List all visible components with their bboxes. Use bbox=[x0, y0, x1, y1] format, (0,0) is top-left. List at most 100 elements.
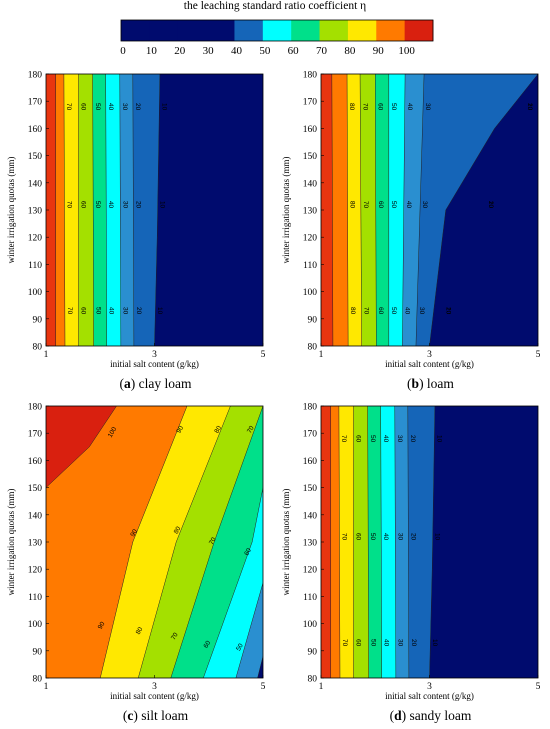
contour-label: 90 bbox=[175, 425, 185, 435]
contour-label: 40 bbox=[405, 201, 412, 209]
contour-label: 40 bbox=[382, 435, 389, 443]
contour-label: 20 bbox=[526, 103, 533, 111]
contour-label: 70 bbox=[340, 533, 347, 541]
contour-label: 70 bbox=[361, 103, 368, 111]
y-tick-label: 90 bbox=[33, 647, 43, 657]
panel-caption: (a) clay loam bbox=[120, 376, 192, 391]
contour-label: 10 bbox=[158, 201, 165, 209]
contour-label: 70 bbox=[65, 201, 72, 209]
contour-label: 40 bbox=[382, 533, 389, 541]
contour-label: 40 bbox=[107, 103, 114, 111]
colorbar-tick-label: 60 bbox=[288, 45, 300, 57]
contour-label: 50 bbox=[370, 639, 377, 647]
colorbar-title: the leaching standard ratio coefficient … bbox=[183, 0, 367, 12]
x-tick-label: 1 bbox=[44, 350, 49, 360]
x-tick-label: 3 bbox=[427, 350, 432, 360]
y-tick-label: 180 bbox=[28, 71, 43, 81]
contour-label: 50 bbox=[390, 307, 397, 315]
contour-line bbox=[338, 406, 341, 678]
contour-line bbox=[132, 74, 135, 346]
colorbar-tick-label: 30 bbox=[203, 45, 215, 57]
y-tick-label: 110 bbox=[28, 261, 42, 271]
contour-label: 30 bbox=[121, 103, 128, 111]
x-tick-label: 5 bbox=[536, 682, 541, 692]
contour-line bbox=[402, 74, 406, 346]
contour-label: 10 bbox=[160, 103, 167, 111]
y-tick-label: 80 bbox=[308, 343, 318, 353]
colorbar-swatch bbox=[121, 20, 150, 41]
contour-line bbox=[119, 74, 122, 346]
y-tick-label: 100 bbox=[28, 620, 43, 630]
contour-label: 40 bbox=[107, 201, 114, 209]
x-tick-label: 1 bbox=[319, 350, 324, 360]
panel-silt-loam: 100 90 80 70 90 80 70 60 90 80 70 60 50 80 90 100 110 120… bbox=[0, 398, 275, 728]
contour-region bbox=[321, 74, 333, 346]
contour-label: 10 bbox=[435, 435, 442, 443]
contour-label: 40 bbox=[404, 307, 411, 315]
contour-label: 60 bbox=[377, 307, 384, 315]
x-tick-label: 1 bbox=[44, 682, 49, 692]
contour-label: 30 bbox=[396, 533, 403, 541]
contour-region bbox=[46, 74, 56, 346]
contour-label: 70 bbox=[362, 307, 369, 315]
colorbar-swatch bbox=[206, 20, 235, 41]
y-tick-label: 90 bbox=[308, 315, 318, 325]
contour-label: 80 bbox=[173, 525, 183, 535]
contour-plot: 70 60 50 40 30 20 10 70 60 50 40 30 20 10 70 60 50 40 30 20… bbox=[281, 403, 541, 724]
x-axis-label: initial salt content (g/kg) bbox=[110, 359, 199, 369]
panel-caption: (d) sandy loam bbox=[390, 708, 472, 723]
contour-label: 40 bbox=[406, 103, 413, 111]
y-tick-label: 80 bbox=[308, 675, 318, 685]
y-tick-label: 80 bbox=[33, 675, 43, 685]
contour-line bbox=[46, 406, 117, 488]
contour-line bbox=[394, 406, 397, 678]
x-axis-label: initial salt content (g/kg) bbox=[385, 691, 474, 701]
x-tick-label: 5 bbox=[261, 350, 266, 360]
y-tick-label: 100 bbox=[303, 620, 318, 630]
y-tick-label: 180 bbox=[303, 403, 318, 413]
x-axis-label: initial salt content (g/kg) bbox=[385, 359, 474, 369]
contour-label: 50 bbox=[369, 533, 376, 541]
contour-line bbox=[331, 74, 334, 346]
contour-label: 30 bbox=[397, 639, 404, 647]
panel-loam: 80 70 60 50 40 30 20 10 80 70 60 50 40 30 20 10 80 70 60 50… bbox=[275, 66, 550, 396]
y-tick-label: 130 bbox=[303, 207, 318, 217]
contour-label: 80 bbox=[349, 201, 356, 209]
colorbar-tick-label: 0 bbox=[120, 45, 126, 57]
contour-label: 80 bbox=[348, 103, 355, 111]
contour-label: 50 bbox=[235, 642, 245, 652]
x-axis-label: initial salt content (g/kg) bbox=[110, 691, 199, 701]
contour-line bbox=[415, 74, 425, 346]
contour-label: 60 bbox=[80, 307, 87, 315]
panel-caption: (c) silt loam bbox=[123, 708, 189, 723]
contour-label: 20 bbox=[134, 103, 141, 111]
contour-line bbox=[235, 582, 263, 678]
contour-line bbox=[367, 406, 369, 678]
colorbar-tick-label: 80 bbox=[344, 45, 356, 57]
colorbar-tick-label: 100 bbox=[398, 45, 415, 57]
y-axis-label: winter irrigation quotas (mm) bbox=[281, 157, 291, 264]
y-tick-label: 120 bbox=[303, 566, 318, 576]
colorbar-tick-label: 50 bbox=[259, 45, 271, 57]
contour-label: 50 bbox=[369, 435, 376, 443]
y-tick-label: 170 bbox=[28, 98, 43, 108]
y-tick-label: 130 bbox=[28, 539, 43, 549]
contour-label: 20 bbox=[445, 307, 452, 315]
x-tick-label: 3 bbox=[152, 350, 157, 360]
contour-line bbox=[407, 406, 410, 678]
contour-line bbox=[170, 406, 263, 678]
y-tick-label: 150 bbox=[303, 484, 318, 494]
contour-label: 90 bbox=[129, 528, 139, 538]
colorbar-tick-label: 70 bbox=[316, 45, 328, 57]
x-tick-label: 3 bbox=[152, 682, 157, 692]
contour-region bbox=[46, 406, 188, 678]
contour-label: 10 bbox=[445, 307, 452, 315]
contour-label: 10 bbox=[526, 103, 533, 111]
contour-label: 70 bbox=[170, 631, 180, 641]
contour-label: 50 bbox=[94, 201, 101, 209]
y-tick-label: 160 bbox=[28, 457, 43, 467]
contour-line bbox=[92, 74, 94, 346]
colorbar-swatch bbox=[177, 20, 207, 41]
panel-sandy-loam: 70 60 50 40 30 20 10 70 60 50 40 30 20 10 70 60 50 40 30 20… bbox=[275, 398, 550, 728]
y-tick-label: 100 bbox=[28, 288, 43, 298]
